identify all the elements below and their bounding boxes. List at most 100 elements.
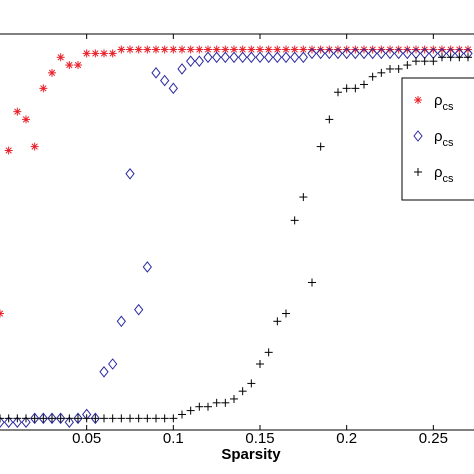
diamond-marker (203, 51, 213, 64)
data-points (0, 45, 473, 429)
diamond-marker (56, 412, 66, 425)
plus-marker (108, 414, 117, 423)
asterisk-marker (126, 45, 134, 54)
series-plus (0, 53, 472, 423)
plus-marker (160, 414, 169, 423)
plus-marker (256, 360, 264, 368)
asterisk-marker (169, 45, 178, 54)
plus-marker (230, 394, 238, 403)
diamond-marker (272, 51, 282, 64)
x-tick-label: 0.2 (336, 430, 357, 447)
plus-marker (169, 414, 178, 423)
diamond-marker (90, 412, 100, 425)
asterisk-marker (108, 49, 117, 58)
diamond-marker (177, 63, 187, 75)
plus-marker (282, 309, 290, 318)
plus-marker (325, 115, 334, 124)
diamond-marker (333, 47, 343, 60)
plus-marker (464, 53, 472, 62)
asterisk-marker (4, 146, 13, 155)
plus-marker (342, 84, 351, 93)
diamond-marker (12, 416, 22, 429)
diamond-marker (229, 51, 239, 64)
diamond-marker (324, 47, 334, 60)
diamond-marker (30, 412, 40, 425)
plus-marker (82, 414, 91, 423)
diamond-marker (402, 47, 412, 60)
asterisk-marker (65, 61, 74, 70)
diamond-marker (342, 47, 352, 60)
legend-box (401, 77, 474, 201)
diamond-marker (160, 74, 170, 87)
plus-marker (4, 414, 13, 423)
plus-marker (74, 414, 82, 423)
asterisk-marker (414, 96, 422, 104)
plus-marker (273, 317, 282, 326)
plus-marker (351, 84, 360, 93)
plus-marker (65, 414, 74, 423)
x-tick-label: 0.1 (163, 430, 184, 447)
plus-marker (178, 410, 186, 419)
plus-marker (13, 414, 22, 423)
asterisk-marker (48, 68, 56, 77)
plus-marker (264, 348, 273, 357)
diamond-marker (194, 55, 204, 67)
plus-marker (420, 57, 429, 66)
diamond-marker (64, 416, 74, 429)
plus-marker (91, 414, 100, 423)
diamond-marker (108, 358, 118, 370)
x-tick-label: 0.25 (419, 430, 448, 447)
x-axis-ticks: 0.05 0.1 0.15 0.2 0.25 (72, 34, 448, 447)
plus-marker (455, 53, 464, 62)
x-tick-label: 0.05 (72, 430, 101, 447)
x-tick-label: 0.15 (245, 430, 274, 447)
diamond-marker (38, 412, 48, 425)
diamond-marker (21, 416, 31, 429)
asterisk-marker (160, 45, 169, 54)
plus-marker (152, 414, 160, 423)
plus-marker (195, 402, 204, 411)
plus-marker (221, 398, 230, 407)
asterisk-marker (22, 115, 30, 124)
plus-marker (403, 61, 412, 70)
plus-marker (100, 414, 108, 423)
plus-marker (204, 402, 212, 411)
diamond-marker (413, 130, 423, 142)
asterisk-marker (186, 45, 195, 54)
asterisk-marker (0, 309, 4, 318)
plus-marker (290, 216, 299, 225)
diamond-marker (134, 303, 144, 316)
diamond-marker (116, 315, 126, 328)
plus-marker (368, 72, 377, 81)
diamond-marker (151, 67, 161, 79)
diamond-marker (99, 365, 109, 378)
asterisk-marker (100, 49, 108, 58)
plus-marker (247, 379, 256, 388)
diamond-marker (385, 47, 395, 60)
diamond-marker (290, 51, 300, 64)
plus-marker (377, 68, 386, 77)
diamond-marker (376, 47, 386, 60)
diamond-marker (47, 412, 57, 425)
asterisk-marker (117, 45, 126, 54)
diamond-marker (394, 47, 404, 60)
asterisk-marker (230, 45, 238, 54)
plus-marker (212, 398, 221, 407)
diamond-marker (246, 51, 256, 64)
asterisk-marker (56, 53, 65, 62)
plus-marker (143, 414, 152, 423)
asterisk-marker (74, 61, 82, 70)
plus-marker (117, 414, 126, 423)
diamond-marker (0, 416, 5, 429)
diamond-marker (298, 51, 308, 64)
series-diamond (0, 47, 473, 429)
plus-marker (446, 53, 455, 62)
diamond-marker (220, 51, 230, 64)
plus-marker (39, 414, 48, 423)
asterisk-marker (143, 45, 152, 54)
asterisk-marker (152, 45, 160, 54)
asterisk-marker (39, 84, 48, 93)
plus-marker (299, 193, 308, 202)
diamond-marker (316, 47, 326, 60)
